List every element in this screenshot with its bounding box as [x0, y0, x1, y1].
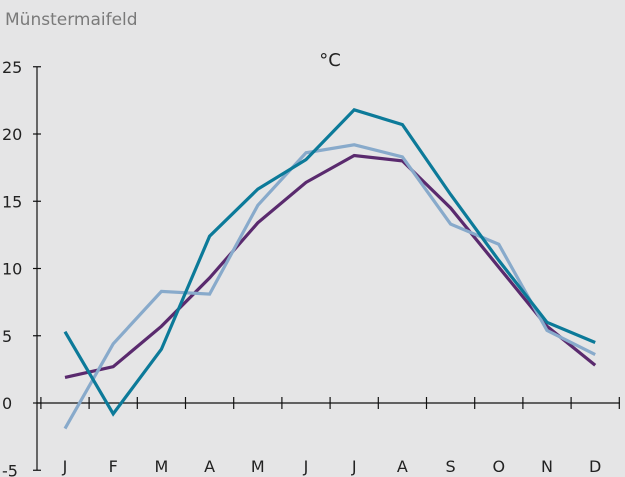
y-tick-label: 5 — [2, 327, 12, 346]
x-tick-label: M — [251, 457, 265, 476]
x-tick-label: F — [109, 457, 118, 476]
series-line-2 — [63, 143, 596, 430]
series-layer — [63, 107, 597, 430]
y-tick-label: 25 — [2, 58, 22, 77]
station-title: Münstermaifeld — [5, 10, 138, 30]
series-line-3 — [63, 107, 596, 417]
x-tick-label: J — [303, 457, 309, 476]
x-tick-label: M — [154, 457, 168, 476]
x-tick-label: J — [62, 457, 68, 476]
series-line-1 — [64, 153, 597, 379]
x-tick-label: O — [493, 457, 506, 476]
x-tick-label: S — [446, 457, 456, 476]
y-tick-label: 15 — [2, 192, 22, 211]
x-tick-label: J — [351, 457, 357, 476]
x-tick-label: A — [397, 457, 408, 476]
x-tick-label: D — [589, 457, 601, 476]
axes: -5 0 5 10 15 20 25 J F M A M J J A S O N D — [2, 58, 620, 477]
x-tick-label: A — [204, 457, 215, 476]
y-tick-label: 10 — [2, 260, 22, 279]
y-tick-label: -5 — [2, 461, 18, 477]
y-tick-label: 20 — [2, 125, 22, 144]
x-tick-label: N — [541, 457, 553, 476]
y-tick-label: 0 — [2, 394, 12, 413]
unit-label: °C — [319, 50, 341, 71]
